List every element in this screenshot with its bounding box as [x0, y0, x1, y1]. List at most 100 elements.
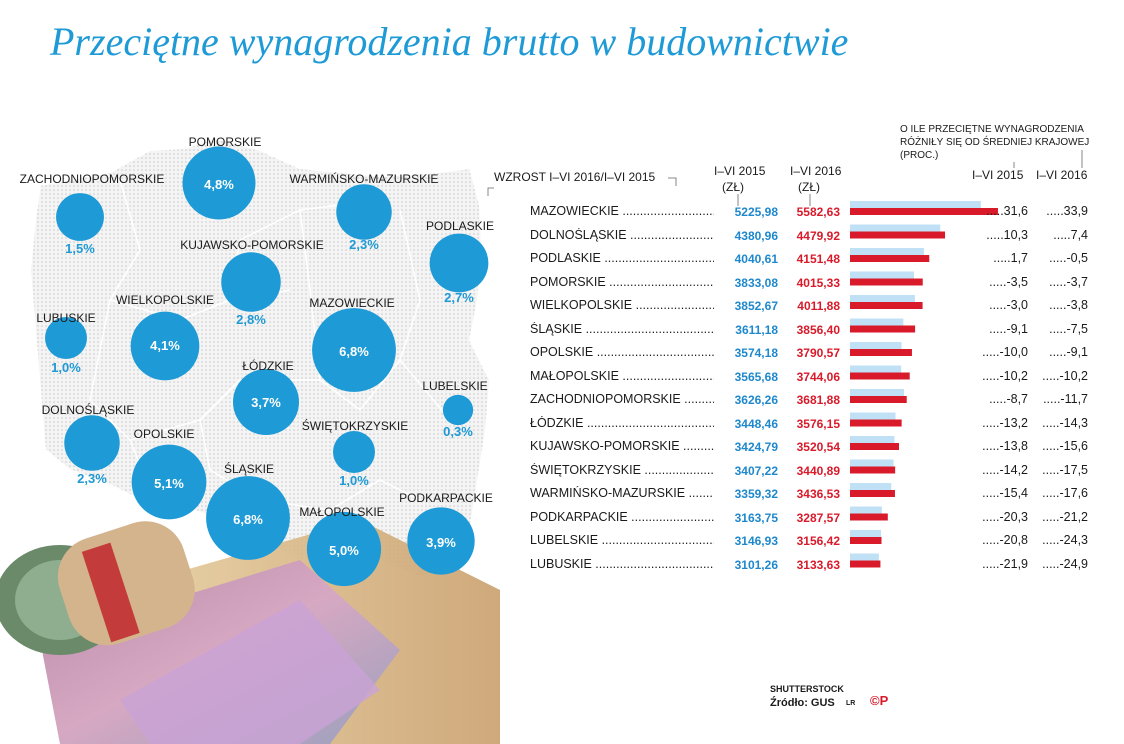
diff-2015: .....1,7 [993, 251, 1028, 265]
diff-title-line1: O ILE PRZECIĘTNE WYNAGRODZENIA [900, 124, 1084, 135]
region-name-label: OPOLSKIE [134, 427, 195, 441]
diff-2015: .....-3,5 [989, 274, 1028, 289]
value-2015: 3852,67 [734, 299, 778, 313]
value-2016: 3287,57 [796, 510, 840, 525]
value-2015: 3626,26 [734, 393, 778, 407]
value-2016: 3744,06 [796, 369, 840, 384]
bar-2016 [850, 443, 899, 450]
region-growth-value: 1,5% [65, 241, 95, 256]
value-2015: 3574,18 [734, 346, 778, 360]
region-name-label: ŁÓDZKIE [242, 358, 293, 373]
diff-2015: .....-20,3 [982, 509, 1028, 524]
region-growth-value: 1,0% [51, 360, 81, 375]
diff-2015: .....-9,1 [989, 321, 1028, 336]
diff-2015: .....-21,9 [982, 556, 1028, 571]
region-growth-value: 2,8% [236, 312, 266, 327]
value-2016: 3576,15 [796, 416, 840, 431]
value-2016: 5582,63 [796, 205, 840, 219]
value-2015: 3163,75 [734, 510, 778, 525]
diff-2016: .....-24,3 [1042, 533, 1088, 547]
bar-2016 [850, 490, 895, 497]
bar-2016 [850, 302, 923, 309]
bar-2015 [850, 530, 882, 537]
value-2016: 4011,88 [797, 299, 840, 313]
value-2016: 4151,48 [796, 252, 840, 266]
region-name-label: PODLASKIE [426, 219, 494, 233]
row-label: KUJAWSKO-POMORSKIE .....................… [530, 439, 714, 453]
bar-2016 [850, 372, 910, 380]
diff-2016: .....-10,2 [1042, 368, 1088, 383]
publisher-logo: ©P [870, 693, 889, 708]
row-label: POMORSKIE ..............................… [530, 274, 714, 289]
value-2016: 4015,33 [796, 275, 840, 290]
diff-2016: .....-17,5 [1042, 462, 1088, 477]
region-bubble [429, 233, 489, 293]
source-text: Źródło: GUS [770, 697, 835, 709]
value-2015: 3424,79 [734, 440, 778, 454]
diff-2016: .....7,4 [1053, 227, 1088, 242]
row-label: MAZOWIECKIE ............................… [530, 204, 714, 218]
diff-2015: .....-14,2 [982, 462, 1028, 477]
diff-2015: .....-3,0 [989, 298, 1028, 312]
diff-2015: .....10,3 [986, 227, 1028, 242]
diff-title-line3: (PROC.) [900, 150, 939, 161]
diff-2016: .....-24,9 [1042, 556, 1088, 571]
diff-2016: .....-11,7 [1043, 392, 1088, 406]
region-name-label: WIELKOPOLSKIE [116, 293, 214, 307]
region-growth-value: 3,7% [251, 395, 281, 410]
diff-col-2015-header: I–VI 2015 [972, 168, 1024, 182]
bar-2015 [850, 271, 914, 279]
diff-2016: .....-3,8 [1049, 298, 1088, 312]
diff-2016: .....-17,6 [1042, 486, 1088, 500]
bar-2016 [850, 325, 916, 333]
region-name-label: POMORSKIE [189, 135, 262, 149]
row-label: ŚWIĘTOKRZYSKIE .........................… [530, 462, 714, 477]
diff-2015: .....-8,7 [989, 392, 1028, 406]
bar-2016 [850, 278, 923, 286]
row-label: PODLASKIE ..............................… [530, 251, 714, 265]
region-name-label: PODKARPACKIE [399, 491, 493, 505]
region-bubble [333, 431, 375, 473]
diff-2015: .....-10,2 [982, 368, 1028, 383]
bar-2015 [850, 318, 904, 326]
banknotes-illustration [0, 520, 500, 744]
region-growth-value: 6,8% [233, 512, 263, 527]
bar-2015 [850, 248, 924, 255]
region-bubble [312, 308, 396, 392]
bar-2016 [850, 560, 881, 568]
poland-map: POMORSKIE 4,8% ZACHODNIOPOMORSKIE 1,5% WARMI… [0, 135, 500, 744]
region-name-label: DOLNOŚLĄSKIE [42, 402, 135, 417]
row-label: PODKARPACKIE ...........................… [530, 509, 714, 524]
diff-2015: .....-15,4 [982, 486, 1028, 500]
region-name-label: WARMIŃSKO-MAZURSKIE [290, 171, 439, 186]
bar-2016 [850, 419, 902, 427]
bar-2015 [850, 365, 902, 373]
region-growth-value: 1,0% [339, 473, 369, 488]
region-name-label: ZACHODNIOPOMORSKIE [20, 172, 165, 186]
value-2015: 3833,08 [734, 275, 778, 290]
bar-2015 [850, 295, 915, 302]
region-bubble [442, 394, 474, 426]
region-bubble [45, 317, 87, 359]
region-growth-value: 2,3% [349, 237, 379, 252]
author-initials: LR [846, 700, 856, 707]
region-bubble [64, 415, 120, 471]
value-2015: 3565,68 [734, 369, 778, 384]
value-2015: 3359,32 [734, 487, 778, 501]
bar-2016 [850, 537, 882, 544]
bar-2015 [850, 459, 894, 467]
bar-2016 [850, 349, 912, 356]
value-2015: 5225,98 [734, 205, 778, 219]
diff-2016: .....-21,2 [1042, 509, 1088, 524]
growth-header: WZROST I–VI 2016/I–VI 2015 [494, 170, 656, 184]
diff-2016: .....-14,3 [1042, 415, 1088, 430]
value-2015: 3146,93 [734, 534, 778, 548]
bar-2016 [850, 396, 907, 403]
bar-2015 [850, 483, 892, 490]
region-growth-value: 2,3% [77, 471, 107, 486]
region-growth-value: 5,1% [154, 476, 184, 491]
region-name-label: LUBUSKIE [36, 311, 95, 325]
diff-2015: .....-10,0 [982, 345, 1028, 359]
diff-2016: .....33,9 [1046, 204, 1088, 218]
value-2016: 3790,57 [796, 346, 840, 360]
